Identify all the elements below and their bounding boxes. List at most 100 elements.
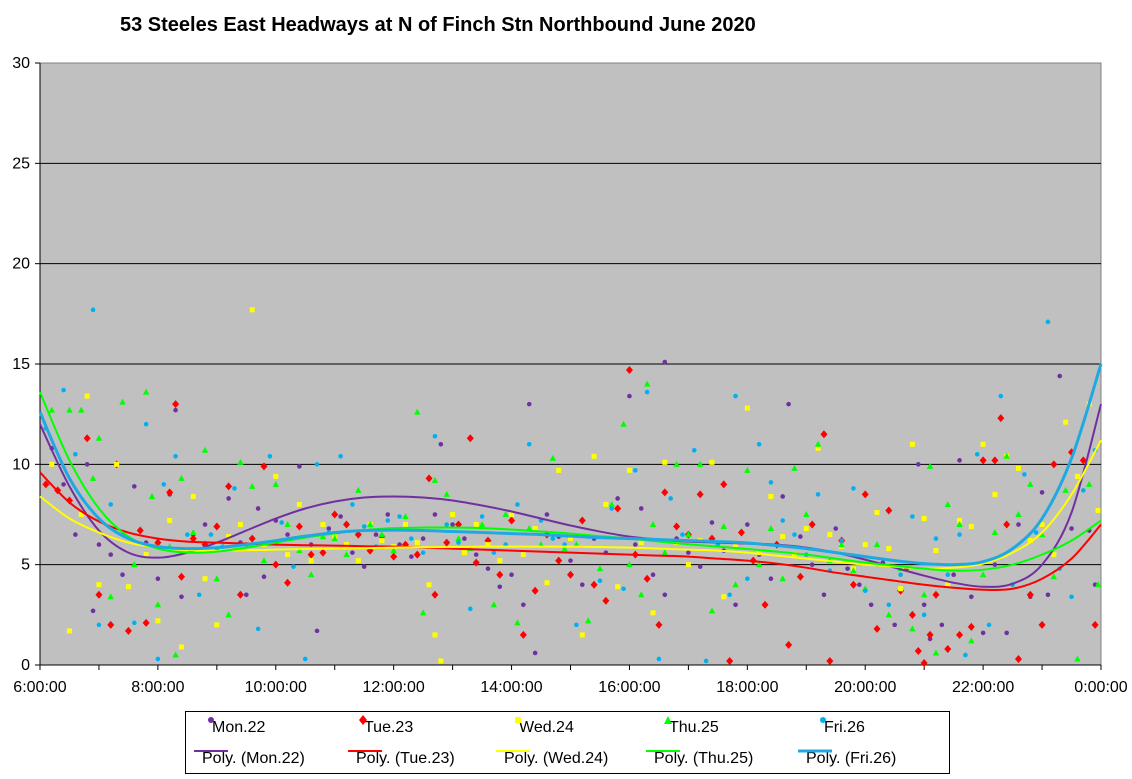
data-point <box>255 506 261 511</box>
data-point <box>419 609 427 616</box>
data-point <box>66 406 73 413</box>
data-point <box>467 606 473 612</box>
data-point <box>255 626 261 632</box>
data-point <box>142 388 150 395</box>
data-point <box>868 602 874 608</box>
data-point <box>956 630 964 639</box>
data-point <box>768 576 774 582</box>
data-point <box>519 630 527 639</box>
data-point <box>296 501 302 507</box>
data-point <box>615 496 620 501</box>
data-point <box>213 575 221 582</box>
data-point <box>107 620 115 629</box>
data-point <box>450 522 455 527</box>
data-point <box>727 592 732 598</box>
data-point <box>838 541 845 548</box>
data-point <box>167 518 173 524</box>
data-point <box>1050 460 1058 469</box>
data-point <box>591 453 597 459</box>
data-point <box>426 582 432 588</box>
data-point <box>373 532 379 537</box>
data-point <box>1086 480 1093 487</box>
x-tick-label: 20:00:00 <box>834 679 896 696</box>
legend-item-thu25: Thu.25 <box>661 713 719 743</box>
data-point <box>980 630 986 636</box>
data-point <box>696 490 704 499</box>
data-point <box>177 572 185 581</box>
data-point <box>409 536 414 541</box>
data-point <box>414 540 420 546</box>
data-point <box>608 500 615 507</box>
data-point <box>927 636 933 642</box>
legend-label: Poly. (Wed.24) <box>504 750 609 767</box>
data-point <box>225 482 233 491</box>
data-point <box>1015 465 1021 471</box>
data-point <box>609 506 615 511</box>
data-point <box>579 632 585 638</box>
legend-item-wed24: Wed.24 <box>511 713 574 743</box>
data-point <box>1094 581 1102 588</box>
data-point <box>1057 373 1063 379</box>
data-point <box>643 380 651 387</box>
data-point <box>861 490 869 499</box>
data-point <box>172 651 179 658</box>
data-point <box>963 652 968 658</box>
data-point <box>320 522 326 528</box>
data-point <box>173 454 178 459</box>
data-point <box>756 441 762 447</box>
data-point <box>66 628 72 634</box>
data-point <box>998 393 1004 399</box>
data-point <box>820 430 828 439</box>
data-point <box>355 486 362 493</box>
y-tick-label: 0 <box>21 657 30 674</box>
legend-label: Poly. (Tue.23) <box>356 750 455 767</box>
data-point <box>898 586 904 592</box>
trendline <box>39 391 1102 572</box>
data-point <box>968 637 975 644</box>
data-point <box>686 550 691 555</box>
data-point <box>956 521 963 528</box>
data-point <box>703 658 709 664</box>
data-point <box>932 590 940 599</box>
data-point <box>155 656 161 662</box>
data-point <box>957 518 963 524</box>
data-point <box>1069 594 1074 600</box>
data-point <box>1079 456 1087 465</box>
data-point <box>526 441 532 447</box>
legend-item-poly-thu25: Poly. (Thu.25) <box>646 744 753 774</box>
data-point <box>120 572 125 577</box>
data-point <box>596 565 604 572</box>
data-point <box>237 458 244 465</box>
data-point <box>638 506 644 511</box>
data-point <box>991 529 999 536</box>
data-point <box>508 516 516 525</box>
data-point <box>509 512 515 517</box>
data-point <box>733 393 738 399</box>
data-point <box>792 532 797 537</box>
data-point <box>155 618 161 624</box>
data-point <box>89 474 97 481</box>
gridlines <box>40 162 1101 566</box>
data-point <box>857 582 862 588</box>
legend-item-poly-mon22: Poly. (Mon.22) <box>194 744 305 774</box>
data-point <box>185 532 190 537</box>
data-point <box>974 452 980 457</box>
data-point <box>249 307 255 313</box>
data-point <box>709 520 715 525</box>
data-point <box>786 401 791 407</box>
data-point <box>620 420 627 427</box>
data-point <box>1074 655 1081 662</box>
data-point <box>921 602 927 608</box>
data-point <box>909 625 916 632</box>
data-point <box>478 521 486 528</box>
data-point <box>633 468 638 473</box>
data-point <box>920 658 928 667</box>
data-point <box>338 514 343 519</box>
data-point <box>732 581 739 588</box>
data-point <box>785 640 793 649</box>
data-point <box>873 624 881 633</box>
data-point <box>65 496 73 505</box>
data-point <box>845 566 850 571</box>
data-point <box>496 570 504 579</box>
data-point <box>1069 526 1074 531</box>
